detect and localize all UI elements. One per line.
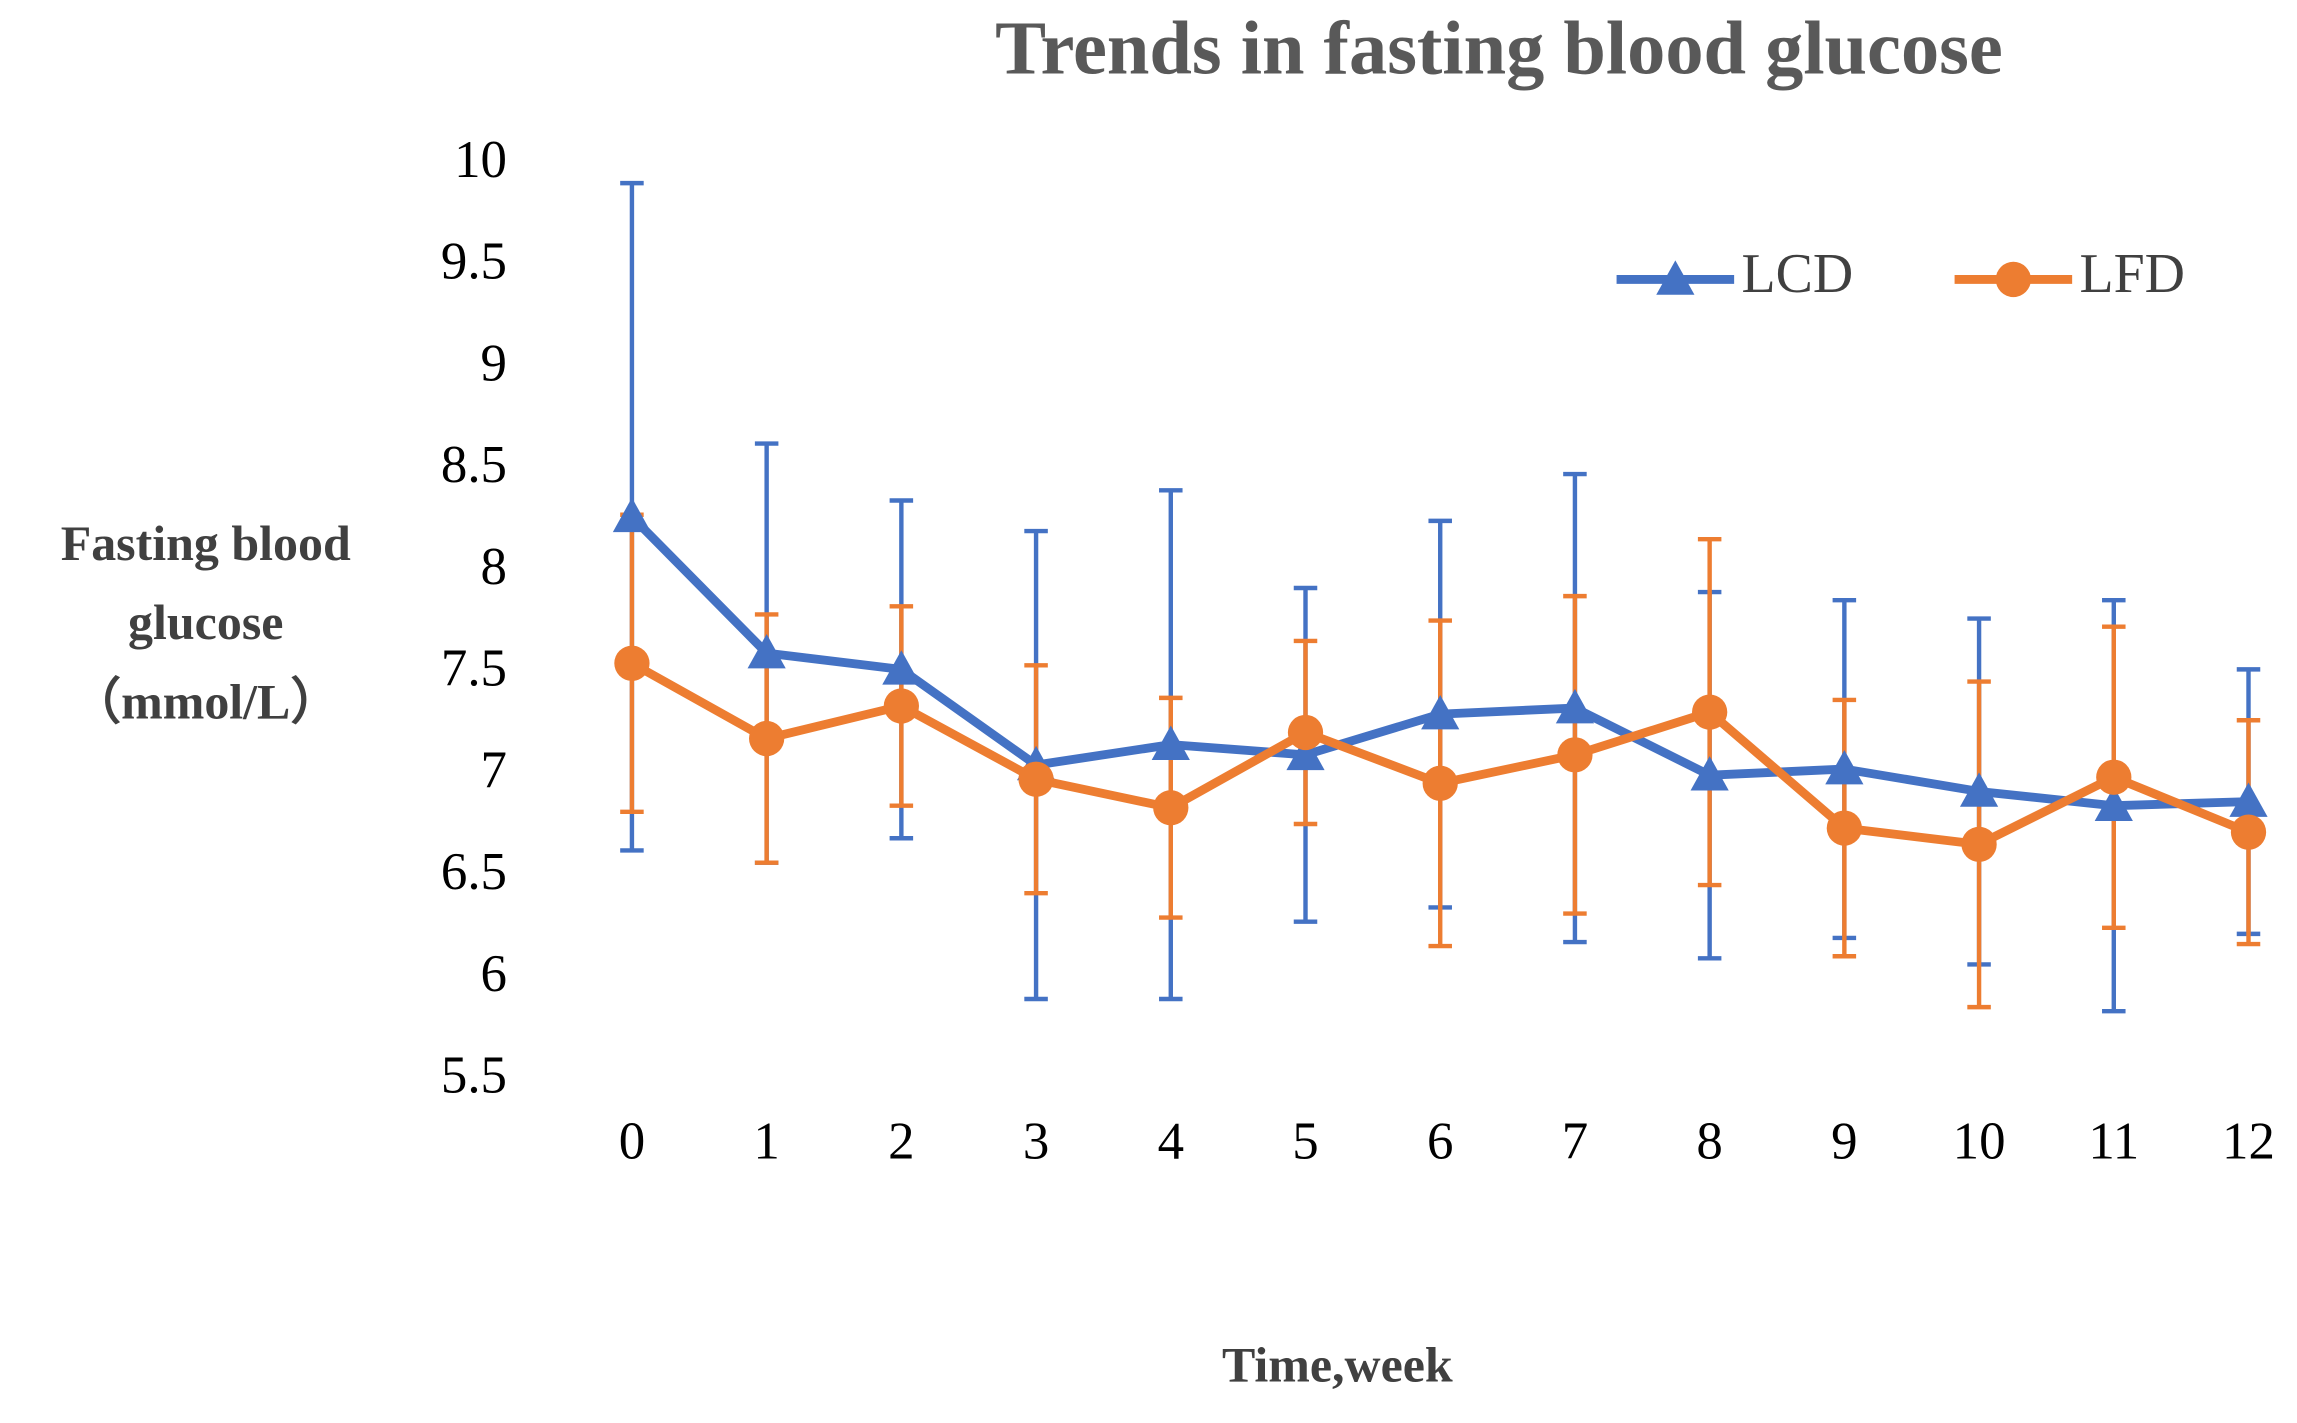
- x-tick-label: 8: [1696, 1113, 1722, 1171]
- marker: [612, 497, 652, 533]
- y-tick-label: 8: [481, 538, 507, 596]
- legend-label: LFD: [2079, 243, 2184, 305]
- marker: [1286, 735, 1325, 771]
- y-axis-label: Fasting blood: [61, 515, 351, 571]
- x-tick-label: 11: [2088, 1113, 2139, 1171]
- x-tick-label: 5: [1292, 1113, 1318, 1171]
- x-tick-label: 4: [1158, 1113, 1184, 1171]
- marker: [1690, 756, 1729, 791]
- y-axis-label: （mmol/L）: [71, 674, 340, 730]
- marker: [1421, 695, 1460, 730]
- y-tick-label: 7: [481, 741, 507, 799]
- marker: [883, 688, 919, 724]
- marker: [1153, 790, 1189, 826]
- marker: [2229, 782, 2268, 817]
- marker: [2096, 759, 2132, 795]
- marker: [1692, 694, 1728, 730]
- x-tick-label: 9: [1831, 1113, 1857, 1171]
- marker: [1287, 714, 1324, 751]
- y-tick-label: 9: [481, 334, 507, 392]
- marker: [749, 720, 785, 757]
- marker: [2094, 786, 2133, 821]
- marker: [1959, 772, 1999, 807]
- x-tick-label: 10: [1953, 1113, 2006, 1171]
- marker: [1825, 749, 1864, 785]
- y-tick-label: 6.5: [441, 843, 507, 901]
- x-tick-label: 7: [1562, 1113, 1588, 1171]
- y-tick-label: 10: [454, 131, 507, 189]
- marker: [882, 650, 921, 685]
- marker: [1557, 737, 1593, 773]
- legend-marker: [1656, 260, 1695, 295]
- series: [614, 645, 2267, 862]
- marker: [1826, 810, 1862, 846]
- marker: [1151, 725, 1190, 760]
- x-tick-label: 12: [2222, 1113, 2275, 1171]
- x-tick-label: 0: [619, 1113, 645, 1171]
- x-tick-label: 6: [1427, 1113, 1453, 1171]
- y-axis-label: glucose: [128, 594, 283, 650]
- x-tick-label: 1: [753, 1113, 779, 1171]
- x-tick-label: 3: [1023, 1113, 1049, 1171]
- marker: [747, 634, 786, 669]
- y-tick-label: 9.5: [441, 233, 507, 291]
- y-tick-label: 7.5: [441, 640, 507, 698]
- marker: [614, 645, 650, 681]
- marker: [2230, 814, 2267, 850]
- y-tick-label: 6: [481, 945, 507, 1003]
- y-tick-label: 5.5: [441, 1047, 507, 1105]
- marker: [1555, 688, 1595, 724]
- marker: [1018, 761, 1054, 797]
- marker: [1961, 826, 1997, 862]
- marker: [1422, 765, 1458, 801]
- x-tick-label: 2: [888, 1113, 914, 1171]
- legend-label: LCD: [1741, 243, 1853, 305]
- series: [612, 497, 2268, 821]
- legend-marker: [1995, 261, 2032, 298]
- y-tick-label: 8.5: [441, 436, 507, 494]
- chart-title: Trends in fasting blood glucose: [995, 6, 2003, 91]
- x-axis-label: Time,week: [1222, 1336, 1453, 1392]
